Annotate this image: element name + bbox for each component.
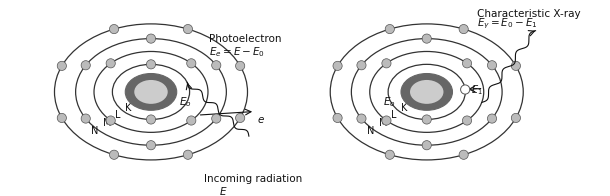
Text: $E_o$: $E_o$ bbox=[382, 96, 395, 109]
Circle shape bbox=[333, 61, 342, 71]
Circle shape bbox=[462, 116, 472, 125]
Ellipse shape bbox=[401, 74, 453, 110]
Circle shape bbox=[487, 61, 497, 70]
Text: $E_e = E - E_0$: $E_e = E - E_0$ bbox=[209, 45, 265, 59]
Circle shape bbox=[461, 85, 470, 94]
Circle shape bbox=[57, 113, 66, 122]
Circle shape bbox=[212, 114, 221, 123]
Circle shape bbox=[81, 114, 90, 123]
Circle shape bbox=[109, 24, 119, 34]
Text: M: M bbox=[379, 118, 387, 128]
Text: N: N bbox=[92, 126, 99, 136]
Circle shape bbox=[212, 61, 221, 70]
Circle shape bbox=[382, 59, 391, 68]
Circle shape bbox=[511, 113, 520, 122]
Text: $E_\gamma = E_0 - E_1$: $E_\gamma = E_0 - E_1$ bbox=[477, 17, 537, 31]
Circle shape bbox=[146, 115, 156, 124]
Circle shape bbox=[109, 150, 119, 159]
Circle shape bbox=[184, 24, 193, 34]
Circle shape bbox=[57, 61, 66, 71]
Text: e: e bbox=[258, 115, 264, 125]
Text: K: K bbox=[126, 103, 132, 113]
Circle shape bbox=[333, 113, 342, 122]
Text: Photoelectron: Photoelectron bbox=[209, 34, 281, 44]
Circle shape bbox=[235, 113, 245, 122]
Circle shape bbox=[81, 61, 90, 70]
Circle shape bbox=[511, 61, 520, 71]
Circle shape bbox=[146, 141, 156, 150]
Circle shape bbox=[235, 61, 245, 71]
Ellipse shape bbox=[410, 80, 443, 104]
Circle shape bbox=[422, 141, 431, 150]
Text: L: L bbox=[115, 110, 121, 120]
Circle shape bbox=[382, 116, 391, 125]
Circle shape bbox=[357, 114, 366, 123]
Circle shape bbox=[487, 114, 497, 123]
Circle shape bbox=[422, 115, 431, 124]
Circle shape bbox=[459, 24, 468, 34]
Text: Incoming radiation: Incoming radiation bbox=[204, 174, 303, 184]
Text: $E$: $E$ bbox=[218, 185, 227, 196]
Circle shape bbox=[187, 59, 196, 68]
Text: K: K bbox=[401, 103, 407, 113]
Circle shape bbox=[357, 61, 366, 70]
Circle shape bbox=[385, 24, 395, 34]
Circle shape bbox=[187, 116, 196, 125]
Circle shape bbox=[146, 34, 156, 43]
Circle shape bbox=[462, 59, 472, 68]
Circle shape bbox=[184, 150, 193, 159]
Circle shape bbox=[146, 60, 156, 69]
Text: $E_1$: $E_1$ bbox=[471, 83, 483, 97]
Ellipse shape bbox=[134, 80, 168, 104]
Text: $E_o$: $E_o$ bbox=[179, 96, 191, 109]
Text: Characteristic X-ray: Characteristic X-ray bbox=[477, 9, 581, 19]
Circle shape bbox=[459, 150, 468, 159]
Text: L: L bbox=[391, 110, 396, 120]
Text: N: N bbox=[367, 126, 375, 136]
Ellipse shape bbox=[125, 74, 177, 110]
Circle shape bbox=[385, 150, 395, 159]
Circle shape bbox=[106, 116, 115, 125]
Circle shape bbox=[422, 34, 431, 43]
Text: M: M bbox=[103, 118, 112, 128]
Circle shape bbox=[106, 59, 115, 68]
